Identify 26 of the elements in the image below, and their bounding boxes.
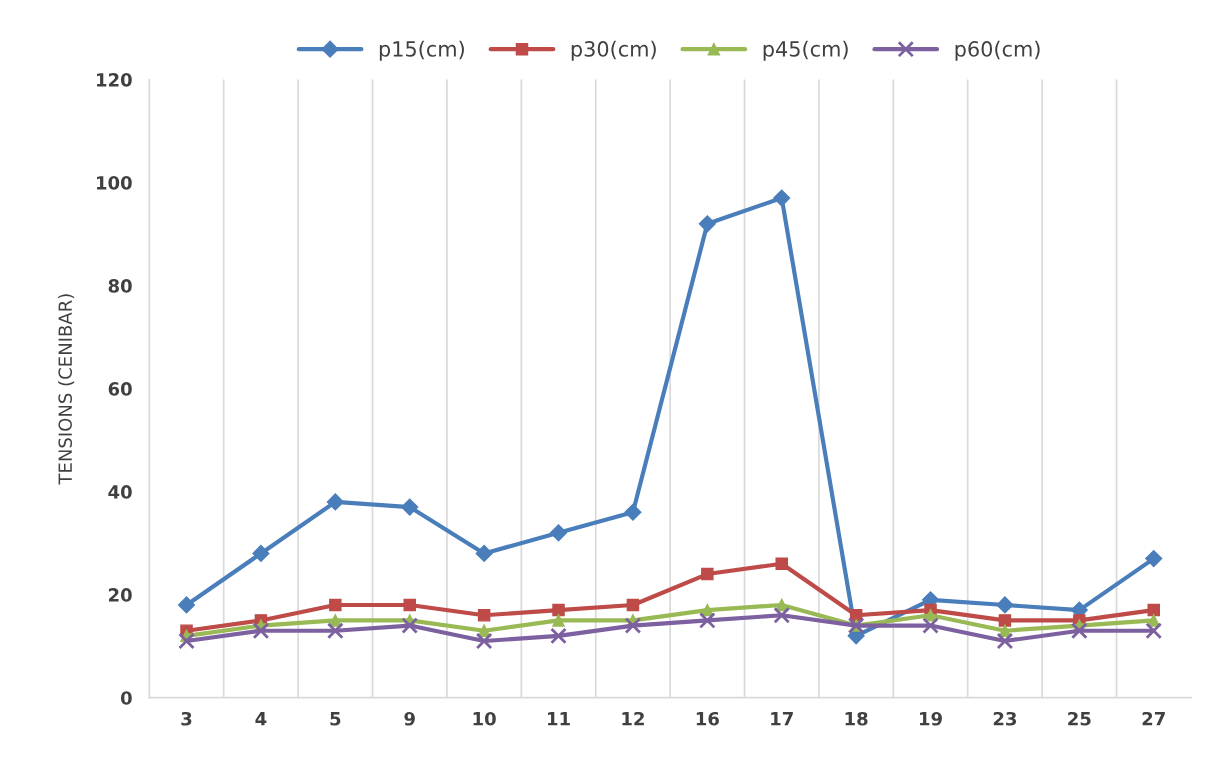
- x-tick-label: 4: [255, 712, 267, 726]
- x-tick-label: 27: [1142, 711, 1165, 726]
- x-tick-label: 23: [993, 711, 1017, 726]
- x-tick-label: 18: [845, 711, 868, 726]
- y-axis-title: TENSIONS (CENIBAR): [58, 294, 75, 485]
- x-tick-label: 12: [622, 711, 644, 726]
- y-tick-label: 40: [108, 485, 132, 499]
- x-tick-label: 3: [181, 711, 192, 726]
- x-tick-label: 10: [473, 711, 496, 726]
- legend-label: p45(cm): [763, 40, 848, 61]
- x-tick-label: 17: [771, 712, 793, 726]
- y-tick-label: 60: [108, 382, 132, 396]
- legend-label: p60(cm): [955, 40, 1040, 61]
- legend-label: p30(cm): [571, 40, 656, 61]
- legend-label: p15(cm): [379, 40, 464, 61]
- x-tick-label: 25: [1068, 711, 1091, 726]
- x-tick-label: 11: [548, 712, 570, 726]
- y-tick-label: 100: [97, 176, 132, 190]
- y-tick-label: 20: [108, 588, 132, 602]
- y-tick-label: 120: [97, 73, 132, 87]
- x-tick-label: 19: [920, 711, 942, 726]
- x-tick-label: 9: [404, 711, 415, 726]
- y-tick-label: 80: [108, 279, 132, 293]
- x-tick-label: 16: [696, 711, 719, 726]
- x-tick-label: 5: [330, 712, 341, 726]
- y-tick-label: 0: [120, 691, 132, 705]
